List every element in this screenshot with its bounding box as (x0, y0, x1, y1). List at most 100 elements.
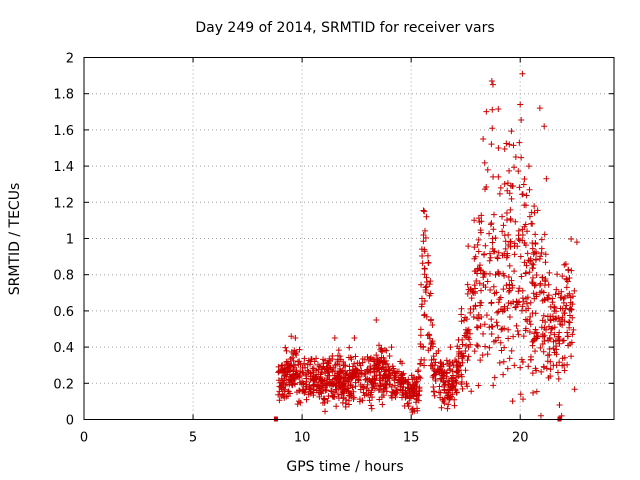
data-point (337, 375, 344, 382)
data-point (467, 309, 474, 316)
data-point (471, 348, 478, 355)
data-point (278, 362, 285, 369)
data-point (539, 274, 546, 281)
data-point (395, 376, 402, 383)
data-point (341, 374, 348, 381)
data-point (486, 230, 493, 237)
data-point (455, 366, 462, 373)
data-point (558, 412, 565, 419)
data-point (505, 274, 512, 281)
data-point (513, 298, 520, 305)
data-point (508, 347, 515, 354)
data-point (488, 330, 495, 337)
data-point (432, 359, 439, 366)
data-point (541, 123, 548, 130)
data-point (508, 195, 515, 202)
data-point (361, 356, 368, 363)
data-point (506, 262, 513, 269)
data-point (322, 408, 329, 415)
data-point (378, 354, 385, 361)
data-point (526, 269, 533, 276)
data-point (491, 248, 498, 255)
data-point (544, 294, 551, 301)
data-point (484, 166, 491, 173)
data-point (286, 367, 293, 374)
data-point (481, 321, 488, 328)
data-point (286, 390, 293, 397)
data-point (545, 323, 552, 330)
data-point (505, 231, 512, 238)
data-point (512, 304, 519, 311)
data-point (321, 377, 328, 384)
data-point (494, 309, 501, 316)
data-point (320, 356, 327, 363)
data-point (391, 369, 398, 376)
data-point (397, 358, 404, 365)
data-point (489, 239, 496, 246)
data-point (570, 326, 577, 333)
data-point (302, 386, 309, 393)
data-point (481, 159, 488, 166)
data-point (498, 326, 505, 333)
data-point (301, 355, 308, 362)
data-point (530, 389, 537, 396)
data-point (506, 313, 513, 320)
data-point (357, 362, 364, 369)
data-point (444, 370, 451, 377)
data-point (303, 396, 310, 403)
data-point (368, 402, 375, 409)
data-point (531, 249, 538, 256)
data-point (561, 310, 568, 317)
data-point (517, 391, 524, 398)
data-point (500, 222, 507, 229)
data-point (541, 231, 548, 238)
data-point (522, 270, 529, 277)
data-point (323, 387, 330, 394)
data-point (490, 173, 497, 180)
data-point (288, 377, 295, 384)
data-point (497, 339, 504, 346)
data-point (484, 278, 491, 285)
data-point (474, 343, 481, 350)
data-point (533, 335, 540, 342)
data-point (507, 217, 514, 224)
data-point (279, 391, 286, 398)
data-point (317, 371, 324, 378)
data-point (288, 381, 295, 388)
x-tick-label: 0 (80, 431, 88, 446)
data-point (368, 405, 375, 412)
y-tick-label: 0.4 (53, 341, 74, 356)
data-point (359, 397, 366, 404)
data-point (390, 388, 397, 395)
data-point (438, 404, 445, 411)
data-point (367, 354, 374, 361)
data-point (532, 348, 539, 355)
data-point (342, 381, 349, 388)
data-point (495, 270, 502, 277)
data-point (416, 385, 423, 392)
data-point (465, 286, 472, 293)
data-point (461, 317, 468, 324)
data-point (342, 403, 349, 410)
data-point (477, 357, 484, 364)
data-point (427, 278, 434, 285)
data-point (486, 344, 493, 351)
data-point (473, 342, 480, 349)
data-point (488, 220, 495, 227)
data-point (296, 358, 303, 365)
data-point (402, 377, 409, 384)
data-point (294, 401, 301, 408)
data-point (489, 81, 496, 88)
data-point (553, 308, 560, 315)
data-point (529, 370, 536, 377)
data-point (495, 308, 502, 315)
data-point (421, 362, 428, 369)
data-point (419, 253, 426, 260)
data-point (547, 366, 554, 373)
data-point (555, 369, 562, 376)
data-point (468, 388, 475, 395)
data-point (342, 368, 349, 375)
data-point (422, 289, 429, 296)
data-point (421, 312, 428, 319)
data-point (532, 326, 539, 333)
